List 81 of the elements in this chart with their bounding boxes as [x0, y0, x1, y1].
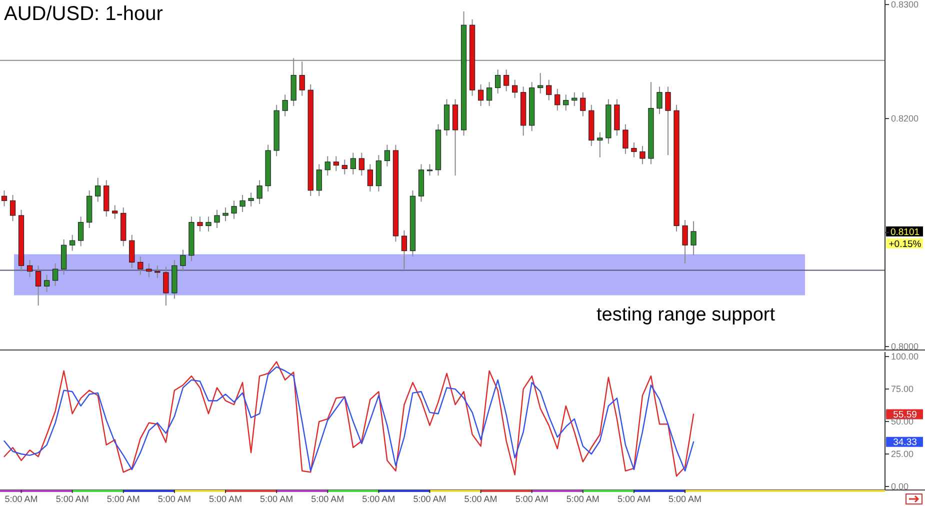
candlestick — [640, 145, 646, 165]
x-tick-label: 5:00 AM — [158, 494, 191, 504]
candlestick — [180, 249, 186, 272]
candlestick — [10, 194, 16, 222]
candlestick — [597, 132, 603, 158]
x-tick-label: 5:00 AM — [260, 494, 294, 504]
candlestick — [206, 216, 212, 232]
candlestick — [622, 124, 628, 154]
x-tick-label: 5:00 AM — [515, 494, 548, 504]
candlestick — [512, 79, 518, 99]
candlestick — [342, 159, 348, 175]
candlestick — [138, 256, 144, 276]
candlestick — [367, 164, 373, 192]
candlestick — [44, 274, 50, 292]
y-tick-label: 100.00 — [891, 352, 919, 362]
candlestick — [282, 94, 288, 117]
y-tick-label: 25.00 — [891, 449, 914, 460]
candlestick — [146, 262, 152, 278]
candlestick — [214, 209, 220, 229]
y-tick-label: 0.00 — [891, 482, 909, 492]
x-tick-label: 5:00 AM — [4, 494, 38, 504]
candlestick — [495, 69, 501, 94]
candlestick — [486, 82, 492, 107]
candlestick — [350, 152, 356, 175]
candlestick — [358, 152, 364, 176]
candlestick — [52, 262, 58, 287]
candlestick — [35, 265, 42, 306]
x-tick-label: 5:00 AM — [208, 494, 242, 504]
candlestick — [26, 259, 33, 278]
candlestick — [231, 200, 237, 220]
candlestick — [504, 69, 510, 92]
candlestick — [546, 79, 552, 101]
candlestick — [690, 220, 696, 256]
candlestick — [682, 220, 688, 264]
text: +0.15% — [888, 238, 922, 250]
x-tick-label: 5:00 AM — [56, 494, 89, 504]
candlestick — [572, 92, 578, 107]
chart-title: AUD/USD: 1-hour — [4, 3, 164, 25]
candlestick — [256, 180, 262, 205]
candlestick — [1, 190, 8, 207]
candlestick — [538, 72, 544, 94]
y-tick-label: 75.00 — [891, 384, 914, 394]
candlestick — [70, 234, 76, 252]
y-tick-label: 0.8000 — [891, 342, 919, 352]
candlestick — [478, 84, 484, 107]
x-tick-label: 5:00 AM — [413, 494, 446, 504]
candlestick — [78, 216, 84, 247]
candlestick — [240, 194, 246, 213]
y-tick-label: 0.8200 — [891, 114, 919, 124]
candlestick — [222, 206, 228, 222]
x-tick-label: 5:00 AM — [106, 494, 140, 504]
y-tick-label: 0.8300 — [891, 0, 919, 10]
candlestick — [197, 216, 203, 232]
candlestick — [333, 156, 339, 172]
x-tick-label: 5:00 AM — [311, 494, 344, 504]
x-tick-label: 5:00 AM — [362, 494, 396, 504]
candlestick — [61, 238, 67, 276]
candlestick — [154, 265, 160, 279]
candlestick — [95, 177, 101, 202]
candlestick — [426, 164, 433, 176]
x-tick-label: 5:00 AM — [566, 494, 600, 504]
x-tick-label: 5:00 AM — [668, 494, 702, 504]
x-tick-label: 5:00 AM — [464, 494, 498, 504]
candlestick — [563, 94, 569, 112]
candlestick — [580, 92, 586, 117]
candlestick — [554, 88, 560, 112]
candlestick — [665, 86, 671, 156]
text: 34.33 — [893, 437, 917, 448]
candlestick — [129, 234, 135, 268]
candlestick — [384, 144, 390, 167]
text: 0.8101 — [890, 226, 920, 238]
annotation: testing range support — [596, 304, 776, 326]
candlestick — [163, 266, 169, 306]
candlestick — [248, 192, 254, 207]
candlestick — [401, 230, 408, 270]
candlestick — [316, 164, 322, 197]
candlestick — [112, 204, 118, 220]
candlestick — [324, 156, 330, 176]
candlestick — [656, 86, 662, 115]
x-tick-label: 5:00 AM — [617, 494, 650, 504]
candlestick — [631, 142, 637, 158]
